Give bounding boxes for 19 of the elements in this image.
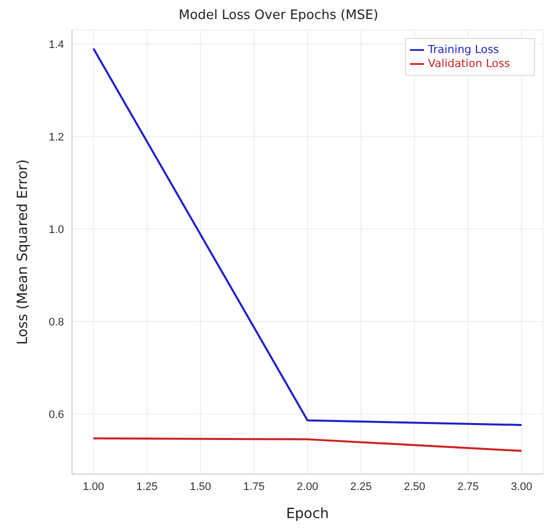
y-axis-title: Loss (Mean Squared Error) bbox=[14, 159, 31, 345]
y-tick-label: 1.2 bbox=[48, 131, 64, 144]
x-tick-label: 1.75 bbox=[243, 480, 265, 493]
y-tick-label: 0.8 bbox=[48, 316, 64, 328]
y-tick-label: 0.6 bbox=[48, 408, 64, 421]
x-tick-label: 1.25 bbox=[136, 480, 158, 493]
x-tick-label: 1.50 bbox=[190, 480, 212, 493]
x-tick-label: 2.00 bbox=[296, 480, 318, 493]
y-tick-label: 1.0 bbox=[48, 224, 64, 236]
y-tick-label: 1.4 bbox=[48, 38, 64, 51]
x-tick-label: 1.00 bbox=[82, 480, 104, 493]
x-tick-label: 3.00 bbox=[510, 480, 532, 493]
x-tick-label: 2.75 bbox=[457, 480, 479, 493]
x-axis-title: Epoch bbox=[286, 506, 329, 522]
chart-title: Model Loss Over Epochs (MSE) bbox=[178, 8, 380, 24]
legend-label: Validation Loss bbox=[428, 57, 510, 70]
legend-label: Training Loss bbox=[428, 43, 500, 56]
x-tick-label: 2.25 bbox=[350, 480, 372, 493]
x-tick-label: 2.50 bbox=[404, 480, 426, 493]
